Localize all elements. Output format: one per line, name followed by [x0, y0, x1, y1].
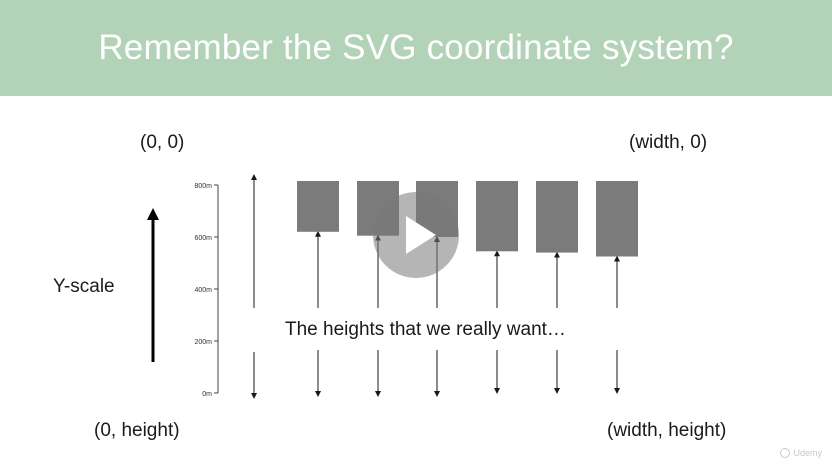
- height-arrows: [251, 174, 620, 399]
- slide-header: Remember the SVG coordinate system?: [0, 0, 832, 96]
- y-tick-label: 800m: [194, 183, 212, 190]
- y-scale-label: Y-scale: [53, 276, 115, 297]
- corner-top-right-label: (width, 0): [629, 132, 708, 153]
- y-tick-label: 0m: [202, 391, 212, 398]
- watermark-text: Udemy: [793, 448, 822, 458]
- watermark: Udemy: [780, 448, 822, 458]
- corner-top-left-label: (0, 0): [140, 132, 185, 153]
- bar: [297, 181, 339, 232]
- play-button[interactable]: [373, 192, 459, 278]
- play-icon: [406, 216, 436, 254]
- y-tick-label: 200m: [194, 339, 212, 346]
- y-axis: 0m 200m 400m 600m 800m: [194, 183, 219, 398]
- bar: [476, 181, 518, 252]
- bar: [536, 181, 578, 253]
- slide-title: Remember the SVG coordinate system?: [98, 28, 734, 67]
- corner-bottom-right-label: (width, height): [607, 420, 727, 441]
- corner-bottom-left-label: (0, height): [94, 420, 180, 441]
- y-tick-label: 600m: [194, 235, 212, 242]
- y-tick-label: 400m: [194, 287, 212, 294]
- bar-series: [297, 181, 638, 257]
- caption: The heights that we really want…: [281, 319, 570, 341]
- bar: [596, 181, 638, 257]
- udemy-logo-icon: [780, 448, 791, 458]
